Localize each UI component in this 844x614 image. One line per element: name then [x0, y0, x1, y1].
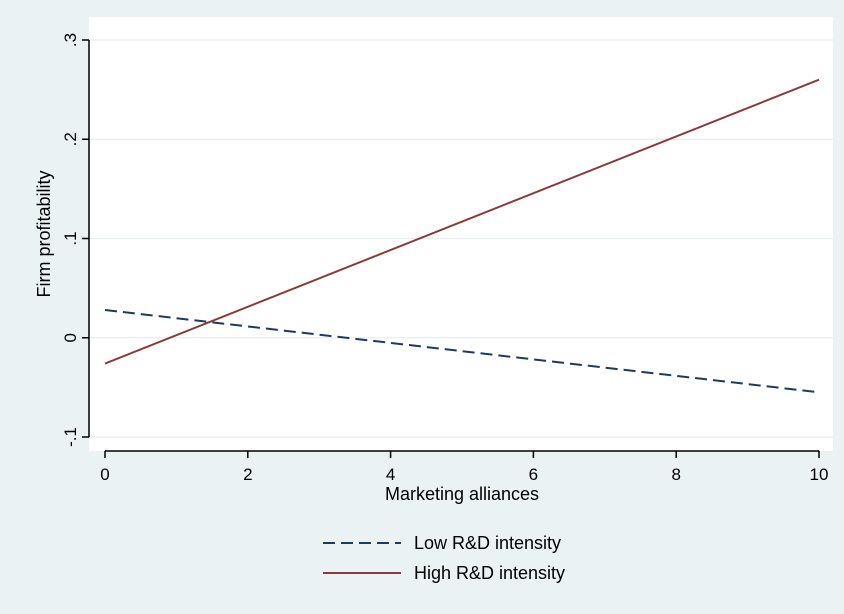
x-tick-label-3: 6: [529, 465, 538, 484]
x-tick-label-5: 10: [810, 465, 829, 484]
y-tick-label-3: .2: [61, 132, 80, 146]
legend-label-0: Low R&D intensity: [414, 533, 561, 553]
x-tick-label-1: 2: [243, 465, 252, 484]
y-tick-label-4: .3: [61, 33, 80, 47]
axes: -.1 0 .1 .2 .3 0 2 4 6 8 10: [61, 33, 828, 484]
x-tick-label-2: 4: [386, 465, 395, 484]
y-tick-label-2: .1: [61, 231, 80, 245]
grid-lines: [89, 39, 833, 438]
series-line-low-rd: [104, 308, 820, 394]
x-tick-label-0: 0: [100, 465, 109, 484]
series-line-high-rd: [104, 78, 820, 365]
legend-label-1: High R&D intensity: [414, 563, 565, 583]
x-tick-label-4: 8: [671, 465, 680, 484]
plot-area: [89, 17, 833, 451]
y-axis-title: Firm profitability: [34, 170, 54, 297]
legend: Low R&D intensity High R&D intensity: [323, 533, 565, 583]
y-tick-label-0: -.1: [61, 427, 80, 447]
x-axis-title: Marketing alliances: [385, 484, 539, 504]
y-tick-label-1: 0: [61, 333, 80, 342]
series-lines: [104, 78, 820, 394]
